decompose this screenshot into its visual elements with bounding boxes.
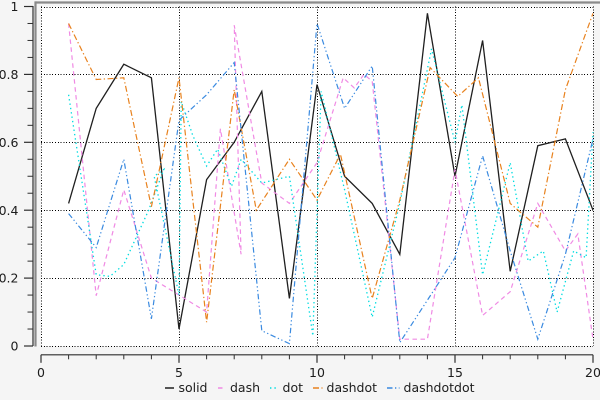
- y-tick-label: 0.2: [0, 271, 19, 286]
- legend-sample-dashdot: [313, 387, 323, 389]
- legend-label-dot: dot: [282, 380, 304, 395]
- x-tick-label: 20: [585, 365, 600, 380]
- legend-item-dot: dot: [270, 381, 303, 395]
- series-dashdotdot: [68, 23, 594, 345]
- legend-sample-dot: [270, 387, 279, 389]
- legend: solid dash dot dashdot dashdotdot: [0, 381, 600, 395]
- legend-item-dash: dash: [217, 380, 261, 395]
- x-tick-label: 15: [447, 365, 463, 380]
- legend-label-dashdotdot: dashdotdot: [403, 380, 475, 395]
- y-tick-label: 0: [11, 339, 19, 354]
- legend-item-solid: solid: [165, 380, 208, 395]
- legend-label-dashdot: dashdot: [326, 380, 378, 395]
- legend-sample-dashdotdot: [387, 387, 400, 389]
- y-tick-label: 0.4: [0, 203, 19, 218]
- x-tick-label: 0: [37, 365, 45, 380]
- series-dot: [67, 48, 594, 336]
- series-solid: [67, 13, 594, 330]
- y-tick-label: 1: [11, 0, 19, 14]
- y-tick-label: 0.6: [0, 135, 19, 150]
- x-tick-label: 10: [309, 365, 325, 380]
- y-tick-label: 0.8: [0, 67, 19, 82]
- x-tick-label: 5: [175, 365, 183, 380]
- legend-item-dashdotdot: dashdotdot: [387, 381, 475, 395]
- legend-sample-dash: [217, 387, 226, 389]
- legend-item-dashdot: dashdot: [313, 381, 377, 395]
- legend-label-dash: dash: [230, 380, 261, 395]
- legend-sample-solid: [165, 387, 175, 389]
- series-dash: [68, 23, 594, 340]
- legend-label-solid: solid: [178, 380, 208, 395]
